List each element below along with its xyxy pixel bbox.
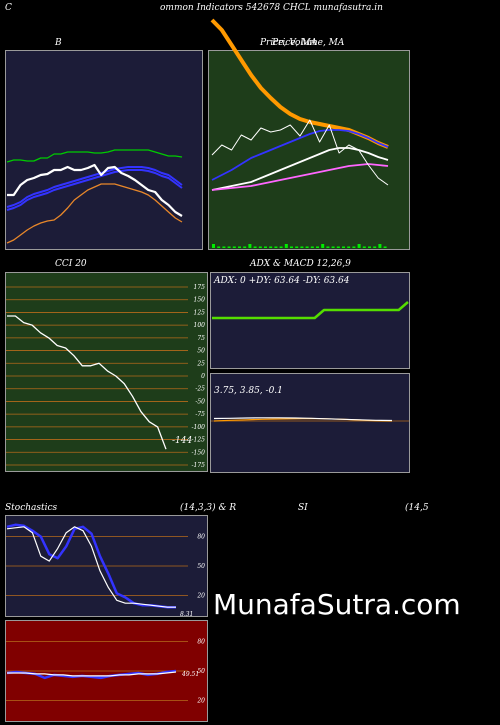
cci-tick-label: 175 [194,284,206,291]
adx-panel [210,272,410,369]
stoch-tick-label: 20 [196,592,205,599]
price-price-line [211,119,389,186]
bb-middle-shadow [6,166,183,208]
volume-bar [232,246,236,248]
volume-bar [217,246,221,248]
volume-bar [305,246,309,248]
volume-bar [378,244,382,248]
volume-bar [357,244,361,248]
bollinger-title: B [55,38,62,48]
rsi-tick-label: 80 [197,639,205,646]
volume-bar [243,246,247,248]
volume-bar [279,246,283,248]
bb-price-line [7,163,183,217]
volume-bar [347,246,351,248]
price-ma_pink-line [211,163,389,191]
cci-title: CCI 20 [55,259,87,269]
page-title: ommon Indicators 542678 CHCL munafasutra… [160,3,383,13]
macd-readout: 3.75, 3.85, -0.1 [214,386,283,396]
price-ma-title: Price, MA [272,38,318,48]
rsi-params: (14,5 [405,503,429,513]
cci-tick-label: 50 [197,348,205,355]
volume-bar [352,246,356,248]
volume-bar [253,246,257,248]
volume-bar [321,244,325,248]
volume-bar [212,244,215,248]
cci-tick-label: -50 [195,398,205,405]
volume-bar [310,246,314,248]
volume-bar [269,246,273,248]
volume-bar [222,246,226,248]
volume-bar [326,246,330,248]
cci-tick-label: -75 [195,411,205,418]
price-panel [208,50,410,250]
cci-tick-label: 75 [197,335,205,342]
adx-title: ADX & MACD 12,26,9 [250,259,351,269]
volume-bar [362,246,366,248]
header-left-mark: C [5,3,12,13]
volume-bar [316,246,319,248]
cci-tick-label: -100 [192,424,206,431]
volume-bar [342,246,345,248]
cci-tick-label: -125 [192,437,206,444]
volume-bar [284,244,288,248]
price-volume-title: Price, Volume, MA [260,38,345,48]
cci-tick-label: -175 [192,462,206,469]
volume-bar [331,246,335,248]
volume-bar [227,246,231,248]
volume-bar [290,246,293,248]
cci-tick-label: 25 [196,360,205,367]
cci-tick-label: -25 [195,386,205,393]
volume-bar [248,244,252,248]
macd-panel [210,373,410,473]
bollinger-panel [5,50,203,250]
volume-bar [373,246,377,248]
price-ma_blue-line [211,129,389,181]
volume-bar [264,246,267,248]
rsi-tick-label: 50 [197,668,205,675]
rsi-signal-line [7,671,177,677]
stoch-last-value: 8.31 [180,611,193,618]
macd-signal-line [213,417,393,422]
cci-line [7,315,167,450]
stoch-title: Stochastics [5,503,58,513]
volume-bar [368,246,371,248]
cci-tick-label: 100 [194,322,206,329]
stoch-tick-label: 50 [197,563,205,570]
cci-tick-label: 125 [194,309,206,316]
volume-bar [383,246,387,248]
cci-last-value: -144 [172,436,192,446]
bb-upper-line [6,149,183,163]
rsi-tick-label: 20 [196,697,205,704]
volume-bar [295,246,299,248]
volume-bar [300,246,304,248]
cci-tick-label: 0 [201,373,205,380]
rsi-last-value: 49.51 [181,671,199,678]
volume-bar [274,246,278,248]
volume-bar [336,246,340,248]
stoch-d-line [6,526,176,608]
cci-tick-label: 150 [194,297,206,304]
cci-panel [5,272,208,472]
stoch-params: (14,3,3) & R [180,503,237,513]
volume-bar [258,246,262,248]
rsi-title: SI [298,503,308,513]
bb-lower-line [6,183,183,244]
volume-bar [238,246,241,248]
cci-tick-label: -150 [192,449,206,456]
bb-middle-line [6,169,183,211]
price-ma_orange-line [210,18,389,149]
adx-line [212,301,409,320]
watermark: MunafaSutra.com [213,588,461,621]
stoch-tick-label: 80 [197,534,205,541]
adx-readout: ADX: 0 +DY: 63.64 -DY: 63.64 [214,276,350,286]
